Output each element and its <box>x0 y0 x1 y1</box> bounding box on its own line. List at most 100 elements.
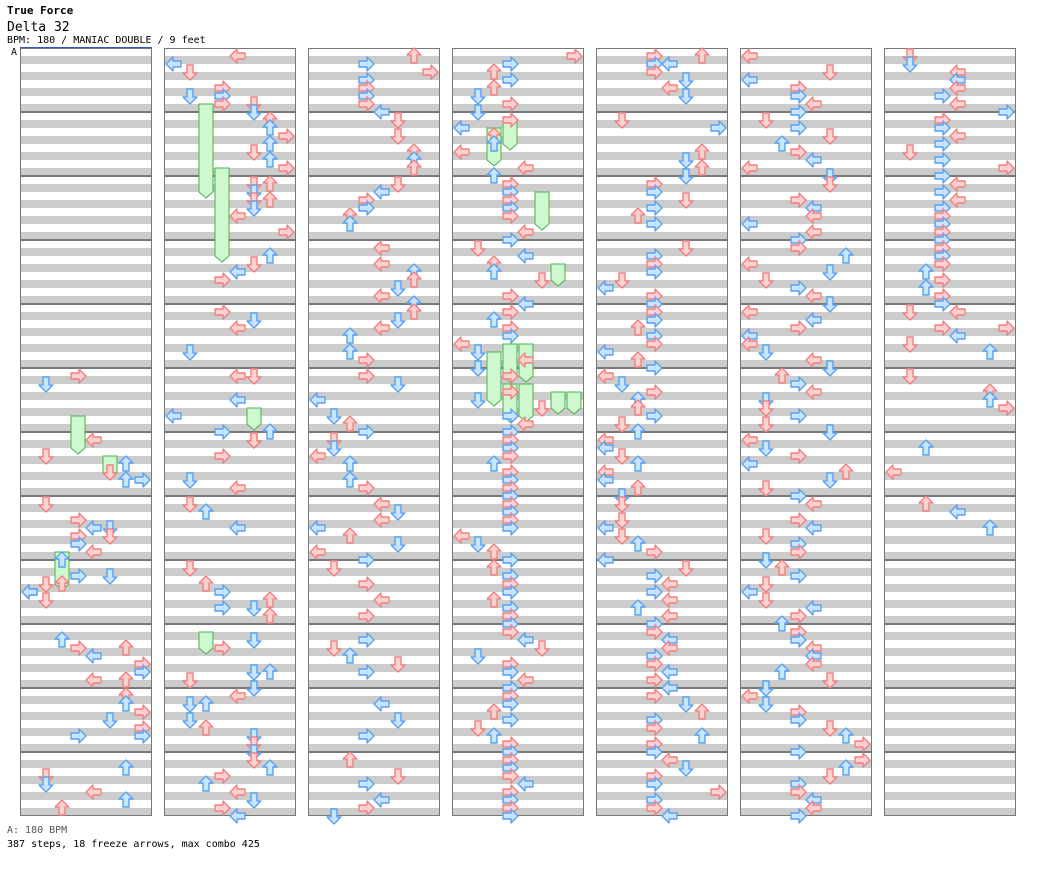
beat-stripe <box>164 392 296 400</box>
beat-stripe <box>884 696 1016 704</box>
measure <box>20 48 152 112</box>
beat-stripe <box>452 456 584 464</box>
beat-stripe <box>596 264 728 272</box>
measure-border <box>164 112 296 176</box>
beat-stripe <box>164 328 296 336</box>
measure-border <box>740 560 872 624</box>
beat-stripe <box>740 472 872 480</box>
beat-stripe <box>308 664 440 672</box>
beat-stripe <box>596 440 728 448</box>
beat-stripe <box>20 504 152 512</box>
beat-stripe <box>164 56 296 64</box>
beat-stripe <box>884 664 1016 672</box>
beat-stripe <box>20 120 152 128</box>
beat-stripe <box>452 776 584 784</box>
beat-stripe <box>740 392 872 400</box>
measure <box>164 432 296 496</box>
beat-stripe <box>20 184 152 192</box>
measure-border <box>164 624 296 688</box>
beat-stripe <box>308 184 440 192</box>
beat-stripe <box>20 680 152 688</box>
beat-stripe <box>308 280 440 288</box>
beat-stripe <box>308 472 440 480</box>
beat-stripe <box>596 760 728 768</box>
beat-stripe <box>452 616 584 624</box>
beat-stripe <box>164 232 296 240</box>
beat-stripe <box>596 216 728 224</box>
beat-stripe <box>164 312 296 320</box>
beat-stripe <box>740 328 872 336</box>
beat-stripe <box>740 680 872 688</box>
beat-stripe <box>452 712 584 720</box>
beat-stripe <box>20 424 152 432</box>
beat-stripe <box>596 664 728 672</box>
beat-stripe <box>740 248 872 256</box>
beat-stripe <box>596 136 728 144</box>
beat-stripe <box>452 328 584 336</box>
measure-border <box>20 176 152 240</box>
beat-stripe <box>740 696 872 704</box>
measure <box>20 496 152 560</box>
measure-border <box>596 112 728 176</box>
beat-stripe <box>452 472 584 480</box>
measure <box>308 752 440 816</box>
beat-stripe <box>20 664 152 672</box>
beat-stripe <box>740 152 872 160</box>
measure-border <box>20 432 152 496</box>
measure-border <box>308 624 440 688</box>
beat-stripe <box>308 776 440 784</box>
beat-stripe <box>452 312 584 320</box>
beat-stripe <box>164 504 296 512</box>
measure <box>596 432 728 496</box>
measure-border <box>740 368 872 432</box>
beat-stripe <box>884 792 1016 800</box>
measure-border <box>20 624 152 688</box>
beat-stripe <box>164 584 296 592</box>
freeze-body <box>550 391 566 415</box>
beat-stripe <box>452 408 584 416</box>
beat-stripe <box>740 408 872 416</box>
beat-stripe <box>20 760 152 768</box>
measure <box>20 112 152 176</box>
beat-stripe <box>884 536 1016 544</box>
measure <box>20 304 152 368</box>
beat-stripe <box>452 232 584 240</box>
beat-stripe <box>884 360 1016 368</box>
bpm-marker-label: A <box>11 47 18 58</box>
beat-stripe <box>884 152 1016 160</box>
beat-stripe <box>20 648 152 656</box>
beat-stripe <box>740 744 872 752</box>
measure-border <box>740 304 872 368</box>
measure <box>452 176 584 240</box>
measure <box>596 688 728 752</box>
beat-stripe <box>596 280 728 288</box>
beat-stripe <box>20 584 152 592</box>
beat-stripe <box>308 216 440 224</box>
beat-stripe <box>452 808 584 816</box>
beat-stripe <box>596 568 728 576</box>
beat-stripe <box>884 552 1016 560</box>
beat-stripe <box>308 616 440 624</box>
measure-border <box>164 688 296 752</box>
beat-stripe <box>740 376 872 384</box>
freeze-body <box>246 407 262 431</box>
beat-stripe <box>20 616 152 624</box>
song-title: True Force <box>7 4 74 17</box>
beat-stripe <box>20 552 152 560</box>
beat-stripe <box>164 264 296 272</box>
chart-panel <box>740 48 872 816</box>
beat-stripe <box>20 376 152 384</box>
measure <box>164 48 296 112</box>
beat-stripe <box>884 584 1016 592</box>
measure <box>884 560 1016 624</box>
beat-stripe <box>884 72 1016 80</box>
beat-stripe <box>452 552 584 560</box>
beat-stripe <box>452 264 584 272</box>
freeze-body <box>518 383 534 423</box>
freeze-arrow <box>534 191 550 231</box>
beat-stripe <box>308 136 440 144</box>
measure <box>740 112 872 176</box>
beat-stripe <box>20 488 152 496</box>
measure-border <box>308 304 440 368</box>
beat-stripe <box>308 600 440 608</box>
